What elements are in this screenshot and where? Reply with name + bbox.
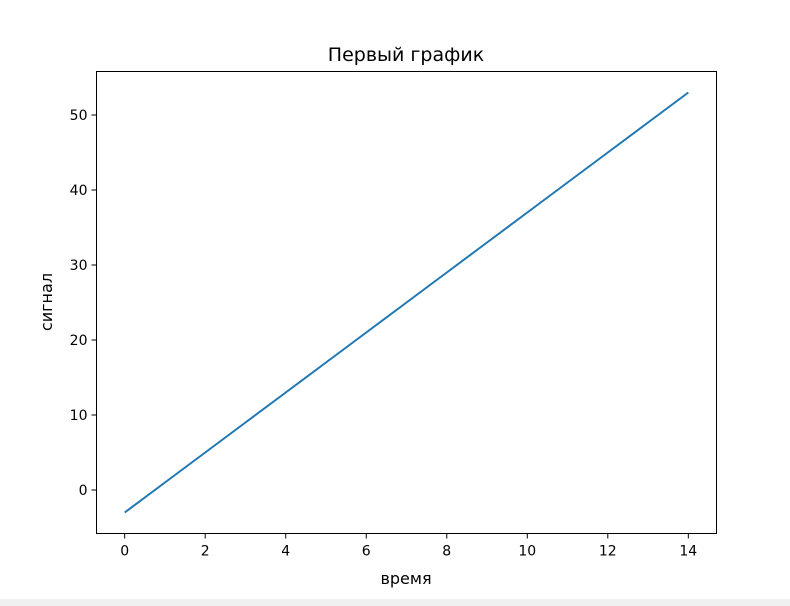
y-tick-label: 30	[70, 258, 88, 274]
x-axis-label: время	[380, 569, 431, 588]
y-tick-label: 40	[70, 183, 88, 199]
x-tick-label: 8	[442, 544, 451, 560]
x-tick-label: 4	[281, 544, 290, 560]
x-tick-label: 6	[362, 544, 371, 560]
chart-title: Первый график	[328, 44, 484, 66]
y-tick-label: 20	[70, 333, 88, 349]
y-tick-label: 0	[79, 483, 88, 499]
x-tick-label: 14	[679, 544, 697, 560]
x-tick-label: 0	[120, 544, 129, 560]
x-tick-label: 12	[599, 544, 617, 560]
series-line	[124, 91, 689, 514]
plot-frame	[96, 71, 717, 534]
y-tick-label: 10	[70, 408, 88, 424]
y-axis-label: сигнал	[37, 273, 56, 331]
x-tick-label: 2	[201, 544, 210, 560]
x-tick-label: 10	[518, 544, 536, 560]
y-tick-label: 50	[70, 108, 88, 124]
status-strip	[0, 599, 790, 606]
